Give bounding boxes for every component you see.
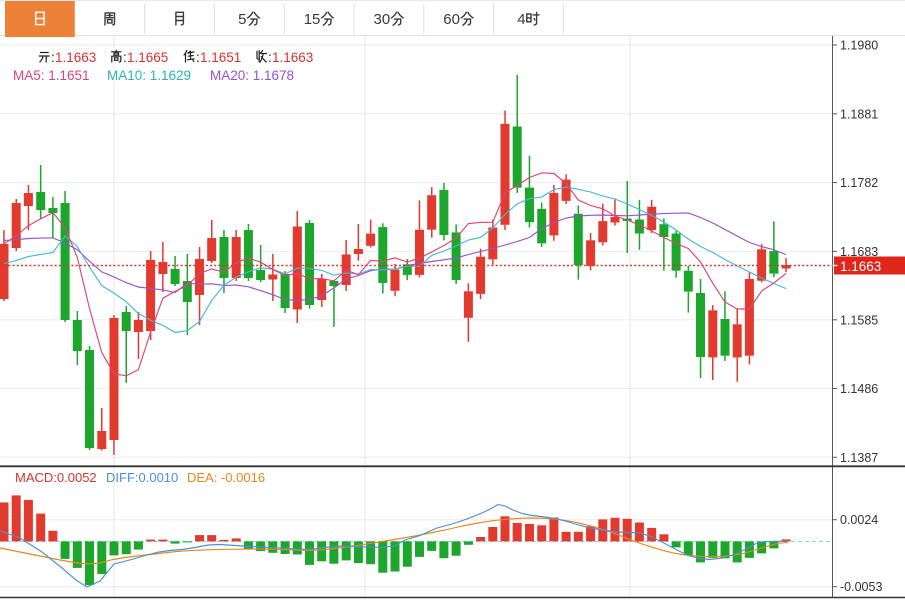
svg-text:1.1782: 1.1782 — [840, 176, 878, 190]
svg-text:-0.0053: -0.0053 — [840, 580, 882, 594]
svg-text:1.1881: 1.1881 — [840, 107, 878, 121]
svg-text::: : — [51, 50, 55, 65]
svg-text:15: 15 — [304, 11, 321, 28]
svg-text::: : — [196, 50, 200, 65]
svg-text:1.1486: 1.1486 — [840, 382, 878, 396]
svg-text::: : — [123, 50, 127, 65]
svg-text:1.1980: 1.1980 — [840, 39, 878, 53]
svg-text:0.0024: 0.0024 — [840, 513, 878, 527]
svg-text:1.1663: 1.1663 — [55, 50, 96, 65]
svg-text:1.1663: 1.1663 — [272, 50, 313, 65]
svg-text::: : — [268, 50, 272, 65]
svg-text:1.1665: 1.1665 — [127, 50, 168, 65]
svg-text:60: 60 — [443, 11, 460, 28]
svg-text:30: 30 — [374, 11, 391, 28]
svg-text:1.1651: 1.1651 — [200, 50, 241, 65]
svg-text:1.1683: 1.1683 — [840, 245, 878, 259]
svg-text:1.1387: 1.1387 — [840, 451, 878, 465]
svg-text:5: 5 — [238, 11, 246, 28]
svg-text:1.1585: 1.1585 — [840, 313, 878, 327]
svg-text:4: 4 — [517, 11, 525, 28]
svg-text:1.1663: 1.1663 — [840, 259, 881, 274]
